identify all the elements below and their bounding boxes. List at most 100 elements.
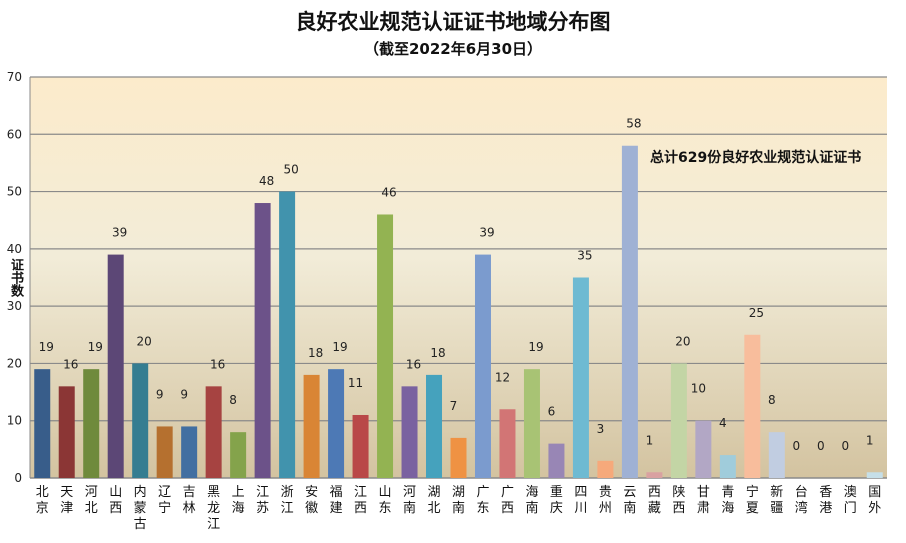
x-tick-label: 陕西 bbox=[672, 485, 685, 516]
data-label: 19 bbox=[332, 340, 347, 354]
bar bbox=[523, 369, 540, 478]
y-tick-label: 20 bbox=[7, 356, 22, 370]
bar bbox=[695, 420, 712, 478]
data-label: 6 bbox=[548, 405, 556, 419]
bar bbox=[254, 203, 271, 478]
data-label: 8 bbox=[768, 393, 776, 407]
bar bbox=[670, 363, 687, 478]
x-tick-label: 江苏 bbox=[256, 485, 269, 516]
y-tick-label: 70 bbox=[7, 70, 22, 84]
x-tick-label: 湖南 bbox=[452, 485, 465, 516]
x-tick-label: 湖北 bbox=[428, 485, 441, 516]
y-tick-label: 0 bbox=[14, 471, 22, 485]
bar bbox=[866, 472, 883, 478]
chart-subtitle: （截至2022年6月30日） bbox=[363, 40, 543, 58]
bar bbox=[744, 334, 761, 478]
bar bbox=[132, 363, 149, 478]
data-label: 8 bbox=[229, 393, 237, 407]
data-label: 50 bbox=[283, 163, 298, 177]
data-label: 18 bbox=[308, 346, 323, 360]
plot-area bbox=[30, 77, 887, 478]
x-tick-label: 辽宁 bbox=[158, 485, 171, 516]
x-tick-label: 安徽 bbox=[305, 485, 318, 516]
data-label: 39 bbox=[112, 226, 127, 240]
data-label: 39 bbox=[479, 226, 494, 240]
data-label: 19 bbox=[528, 340, 543, 354]
y-tick-label: 60 bbox=[7, 127, 22, 141]
x-tick-label: 上海 bbox=[232, 485, 245, 516]
bar bbox=[303, 374, 320, 478]
bar bbox=[401, 386, 418, 478]
data-label: 12 bbox=[495, 370, 510, 384]
data-label: 0 bbox=[792, 439, 800, 453]
x-tick-label: 浙江 bbox=[281, 485, 294, 516]
bar bbox=[768, 432, 785, 478]
y-tick-label: 30 bbox=[7, 299, 22, 313]
y-tick-label: 50 bbox=[7, 185, 22, 199]
x-tick-label: 广西 bbox=[501, 485, 514, 516]
bar bbox=[572, 277, 589, 478]
data-label: 0 bbox=[817, 439, 825, 453]
x-tick-label: 山东 bbox=[379, 485, 392, 516]
bar bbox=[181, 426, 198, 478]
x-tick-label: 宁夏 bbox=[746, 484, 759, 516]
bar bbox=[58, 386, 75, 478]
data-label: 20 bbox=[675, 334, 690, 348]
x-tick-label: 云南 bbox=[623, 485, 636, 516]
bar bbox=[646, 472, 663, 478]
x-tick-label: 新疆 bbox=[770, 484, 783, 516]
x-tick-label: 贵州 bbox=[599, 485, 612, 516]
data-label: 9 bbox=[156, 387, 164, 401]
y-tick-label: 10 bbox=[7, 414, 22, 428]
data-label: 19 bbox=[39, 340, 54, 354]
bar bbox=[450, 437, 467, 478]
y-axis-label: 证书数 bbox=[8, 258, 23, 297]
x-tick-label: 西藏 bbox=[648, 485, 661, 516]
data-label: 18 bbox=[430, 346, 445, 360]
bar bbox=[377, 214, 394, 478]
x-tick-label: 广东 bbox=[476, 485, 489, 516]
data-label: 16 bbox=[210, 357, 225, 371]
data-label: 1 bbox=[646, 433, 654, 447]
x-tick-label: 河北 bbox=[85, 485, 98, 516]
data-label: 1 bbox=[866, 433, 874, 447]
data-label: 19 bbox=[88, 340, 103, 354]
x-tick-label: 山西 bbox=[109, 485, 122, 516]
data-label: 58 bbox=[626, 117, 641, 131]
bar bbox=[83, 369, 100, 478]
x-tick-label: 海南 bbox=[525, 485, 538, 516]
data-label: 35 bbox=[577, 249, 592, 263]
x-tick-label: 青海 bbox=[721, 485, 734, 516]
x-tick-label: 台湾 bbox=[795, 485, 808, 516]
data-label: 20 bbox=[137, 334, 152, 348]
bar bbox=[548, 443, 565, 478]
x-tick-label: 黑龙江 bbox=[207, 485, 220, 532]
data-label: 48 bbox=[259, 174, 274, 188]
data-label: 25 bbox=[749, 306, 764, 320]
x-tick-label: 甘肃 bbox=[697, 485, 710, 516]
total-annotation: 总计629份良好农业规范认证证书 bbox=[650, 149, 861, 166]
data-label: 7 bbox=[450, 399, 458, 413]
bar bbox=[156, 426, 173, 478]
bar bbox=[205, 386, 222, 478]
x-tick-label: 江西 bbox=[354, 485, 367, 516]
bar bbox=[34, 369, 51, 478]
bar bbox=[328, 369, 345, 478]
bar bbox=[352, 414, 369, 478]
data-label: 10 bbox=[691, 382, 706, 396]
bar bbox=[474, 254, 491, 478]
data-label: 16 bbox=[63, 357, 78, 371]
bar bbox=[230, 432, 247, 478]
x-tick-label: 国外 bbox=[868, 485, 881, 516]
data-label: 0 bbox=[841, 439, 849, 453]
x-tick-label: 香港 bbox=[819, 485, 832, 516]
bar bbox=[107, 254, 124, 478]
x-tick-label: 四川 bbox=[574, 485, 587, 516]
chart-title: 良好农业规范认证证书地域分布图 bbox=[295, 10, 611, 34]
data-label: 4 bbox=[719, 416, 727, 430]
x-tick-label: 河南 bbox=[403, 485, 416, 516]
data-label: 11 bbox=[348, 376, 363, 390]
bar bbox=[499, 409, 516, 478]
